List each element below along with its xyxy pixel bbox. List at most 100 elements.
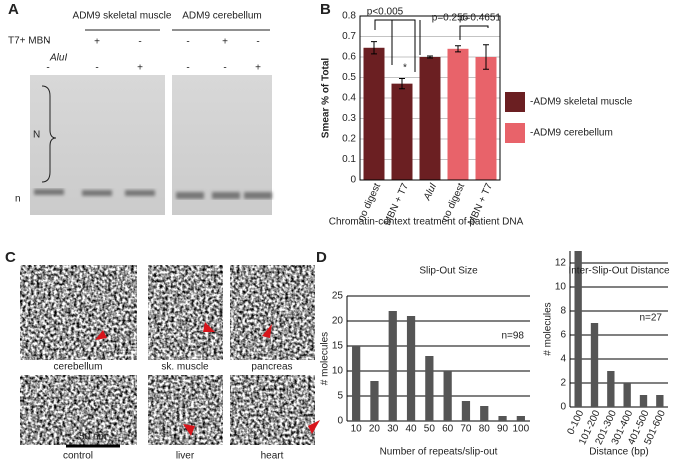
legend-label: -ADM9 skeletal muscle [530, 97, 633, 108]
y-tick-label: 0.3 [342, 113, 356, 124]
error-bar [399, 78, 405, 90]
sign: + [94, 37, 100, 48]
bar [656, 395, 664, 407]
y-tick-label: 0.6 [342, 52, 356, 63]
chart-title: Inter-Slip-Out Distance [568, 266, 670, 277]
gel [172, 75, 272, 215]
row-label: T7+ MBN [8, 36, 51, 47]
panel-letter: B [320, 1, 331, 18]
error-bar [455, 45, 461, 53]
error-bar [483, 44, 489, 70]
panel-letter: A [8, 1, 19, 18]
gel-bands [34, 189, 272, 199]
y-tick-label: 2 [560, 378, 566, 389]
panel-a [30, 29, 272, 215]
bar [443, 371, 452, 421]
annotation: * [403, 63, 407, 74]
y-tick-label: 0.2 [342, 134, 356, 145]
bar [370, 381, 379, 421]
y-tick-label: 0 [337, 416, 343, 427]
bar [639, 395, 648, 407]
legend-label: -ADM9 cerebellum [530, 128, 613, 139]
x-tick-label: 100 [513, 424, 530, 435]
legend-swatch [505, 92, 525, 112]
tissue-label: sk. muscle [161, 362, 209, 373]
y-tick-label: 0 [560, 402, 566, 413]
tissue-label: heart [261, 451, 284, 462]
sign: + [137, 63, 143, 74]
sign: - [256, 37, 259, 48]
y-tick-label: 4 [560, 354, 566, 365]
bar [425, 356, 434, 421]
x-tick-label: 70 [460, 424, 472, 435]
tissue-label: liver [176, 451, 195, 462]
bar [574, 251, 582, 407]
y-tick-label: 0.7 [342, 31, 356, 42]
tissue-label: pancreas [251, 362, 292, 373]
sign: - [138, 37, 141, 48]
y-tick-label: 0.5 [342, 72, 356, 83]
x-tick-label: 30 [387, 424, 399, 435]
x-tick-label: 80 [479, 424, 491, 435]
panel-letter: D [316, 249, 327, 266]
y-tick-label: 0 [350, 175, 356, 186]
bar [480, 406, 489, 421]
error-bar [371, 41, 377, 55]
y-tick-label: 10 [555, 282, 567, 293]
x-tick-label: 90 [497, 424, 509, 435]
x-tick-label: 10 [351, 424, 363, 435]
bar [391, 83, 413, 180]
sign: - [46, 37, 49, 48]
bar [475, 57, 497, 180]
bracket [41, 85, 57, 183]
annotation: p=0.4651 [459, 13, 501, 24]
annotation: p=0.255 [432, 13, 469, 24]
tissue-label: cerebellum [54, 362, 103, 373]
annotation: n=98 [501, 331, 524, 342]
y-tick-label: 8 [560, 306, 566, 317]
sign: - [46, 63, 49, 74]
y-tick-label: 25 [332, 291, 344, 302]
y-tick-label: 0.8 [342, 11, 356, 22]
y-tick-label: 15 [332, 341, 344, 352]
sign: - [186, 63, 189, 74]
x-tick-label: 60 [442, 424, 454, 435]
bracket [374, 19, 421, 72]
sign: + [255, 63, 261, 74]
x-axis-label: Chromatin-context treatment of patient D… [329, 217, 524, 228]
row-label: AluI [49, 53, 67, 64]
y-tick-label: 5 [337, 391, 343, 402]
y-tick-label: 6 [560, 330, 566, 341]
legend-swatch [505, 123, 525, 143]
y-tick-label: 0.1 [342, 154, 356, 165]
y-axis-label: # molecules [543, 302, 554, 355]
bar [419, 57, 441, 180]
bar [461, 401, 471, 421]
bar [498, 416, 507, 421]
x-axis-label: Distance (bp) [589, 447, 648, 458]
y-tick-label: 0.4 [342, 93, 356, 104]
bar [516, 416, 525, 421]
annotation: p<0.005 [367, 7, 404, 18]
lane-label: ADM9 skeletal muscle [73, 11, 172, 22]
band-label: N [33, 130, 40, 141]
bar [406, 316, 416, 421]
sign: - [223, 63, 226, 74]
y-tick-label: 12 [555, 258, 567, 269]
sign: - [95, 63, 98, 74]
lane-label: ADM9 cerebellum [182, 11, 261, 22]
tissue-label: control [63, 451, 93, 462]
bar [590, 323, 599, 407]
annotation: n=27 [639, 313, 662, 324]
x-tick-label: AluI [421, 182, 439, 203]
sign: + [222, 37, 228, 48]
panel-letter: C [5, 249, 16, 266]
scale-label: 50 nm [79, 432, 107, 443]
x-axis-label: Number of repeats/slip-out [380, 447, 498, 458]
chart-title: Slip-Out Size [419, 266, 478, 277]
bar [447, 48, 469, 180]
y-axis-label: # molecules [320, 332, 331, 385]
bar [352, 346, 361, 421]
panel-c [20, 265, 320, 448]
